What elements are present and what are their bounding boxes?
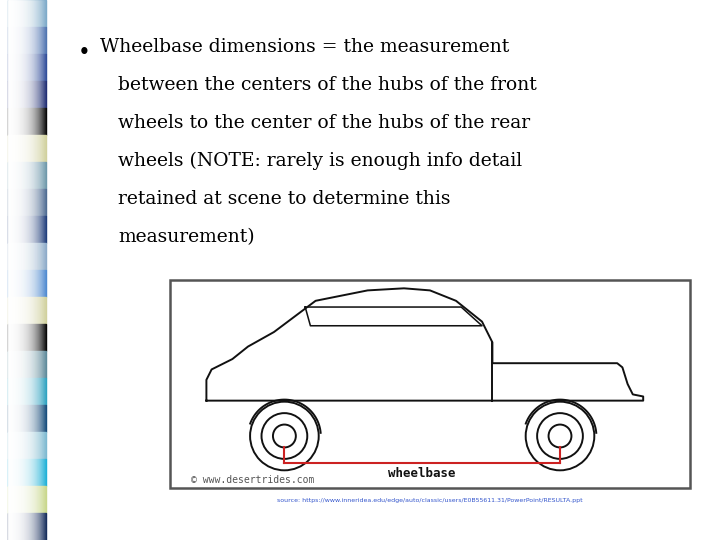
Bar [11,0,12,540]
Bar [8,135,46,162]
Bar [8,27,46,54]
Text: wheels to the center of the hubs of the rear: wheels to the center of the hubs of the … [118,114,530,132]
Bar [26,0,27,540]
Bar [8,162,46,189]
Bar [36,0,37,540]
Bar [20,0,21,540]
Text: © www.desertrides.com: © www.desertrides.com [191,475,314,485]
Bar [8,378,46,405]
Bar [19,0,20,540]
Bar [8,0,46,27]
Text: wheels (NOTE: rarely is enough info detail: wheels (NOTE: rarely is enough info deta… [118,152,522,170]
Bar [21,0,22,540]
Bar [32,0,33,540]
Bar [8,513,46,540]
Bar [8,54,46,81]
Bar [9,0,10,540]
Bar [24,0,25,540]
Bar [170,280,690,488]
Bar [8,81,46,108]
Bar [18,0,19,540]
Bar [16,0,17,540]
Bar [8,270,46,297]
Bar [14,0,15,540]
Bar [30,0,31,540]
Bar [22,0,23,540]
Bar [15,0,16,540]
Bar [43,0,44,540]
Text: measurement): measurement) [118,228,255,246]
Bar [33,0,34,540]
Bar [8,459,46,486]
Bar [8,0,9,540]
Bar [44,0,45,540]
Bar [13,0,14,540]
Text: wheelbase: wheelbase [389,467,456,480]
Bar [10,0,11,540]
Bar [8,351,46,378]
Bar [39,0,40,540]
Bar [41,0,42,540]
Bar [37,0,38,540]
Bar [8,405,46,432]
Text: Wheelbase dimensions = the measurement: Wheelbase dimensions = the measurement [100,38,509,56]
Bar [23,0,24,540]
Bar [27,0,28,540]
Bar [8,189,46,216]
Bar [40,0,41,540]
Bar [45,0,46,540]
Bar [8,297,46,324]
Bar [8,108,46,135]
Bar [17,0,18,540]
Bar [38,0,39,540]
Bar [35,0,36,540]
Text: between the centers of the hubs of the front: between the centers of the hubs of the f… [118,76,536,94]
Bar [8,324,46,351]
Text: source: https://www.inneridea.edu/edge/auto/classic/users/E0B55611.31/PowerPoint: source: https://www.inneridea.edu/edge/a… [277,498,582,503]
Bar [8,486,46,513]
Bar [8,243,46,270]
Bar [29,0,30,540]
Bar [25,0,26,540]
Text: retained at scene to determine this: retained at scene to determine this [118,190,451,208]
Bar [28,0,29,540]
Bar [12,0,13,540]
Bar [42,0,43,540]
Bar [8,432,46,459]
Bar [8,216,46,243]
Text: •: • [78,42,91,64]
Bar [31,0,32,540]
Bar [34,0,35,540]
